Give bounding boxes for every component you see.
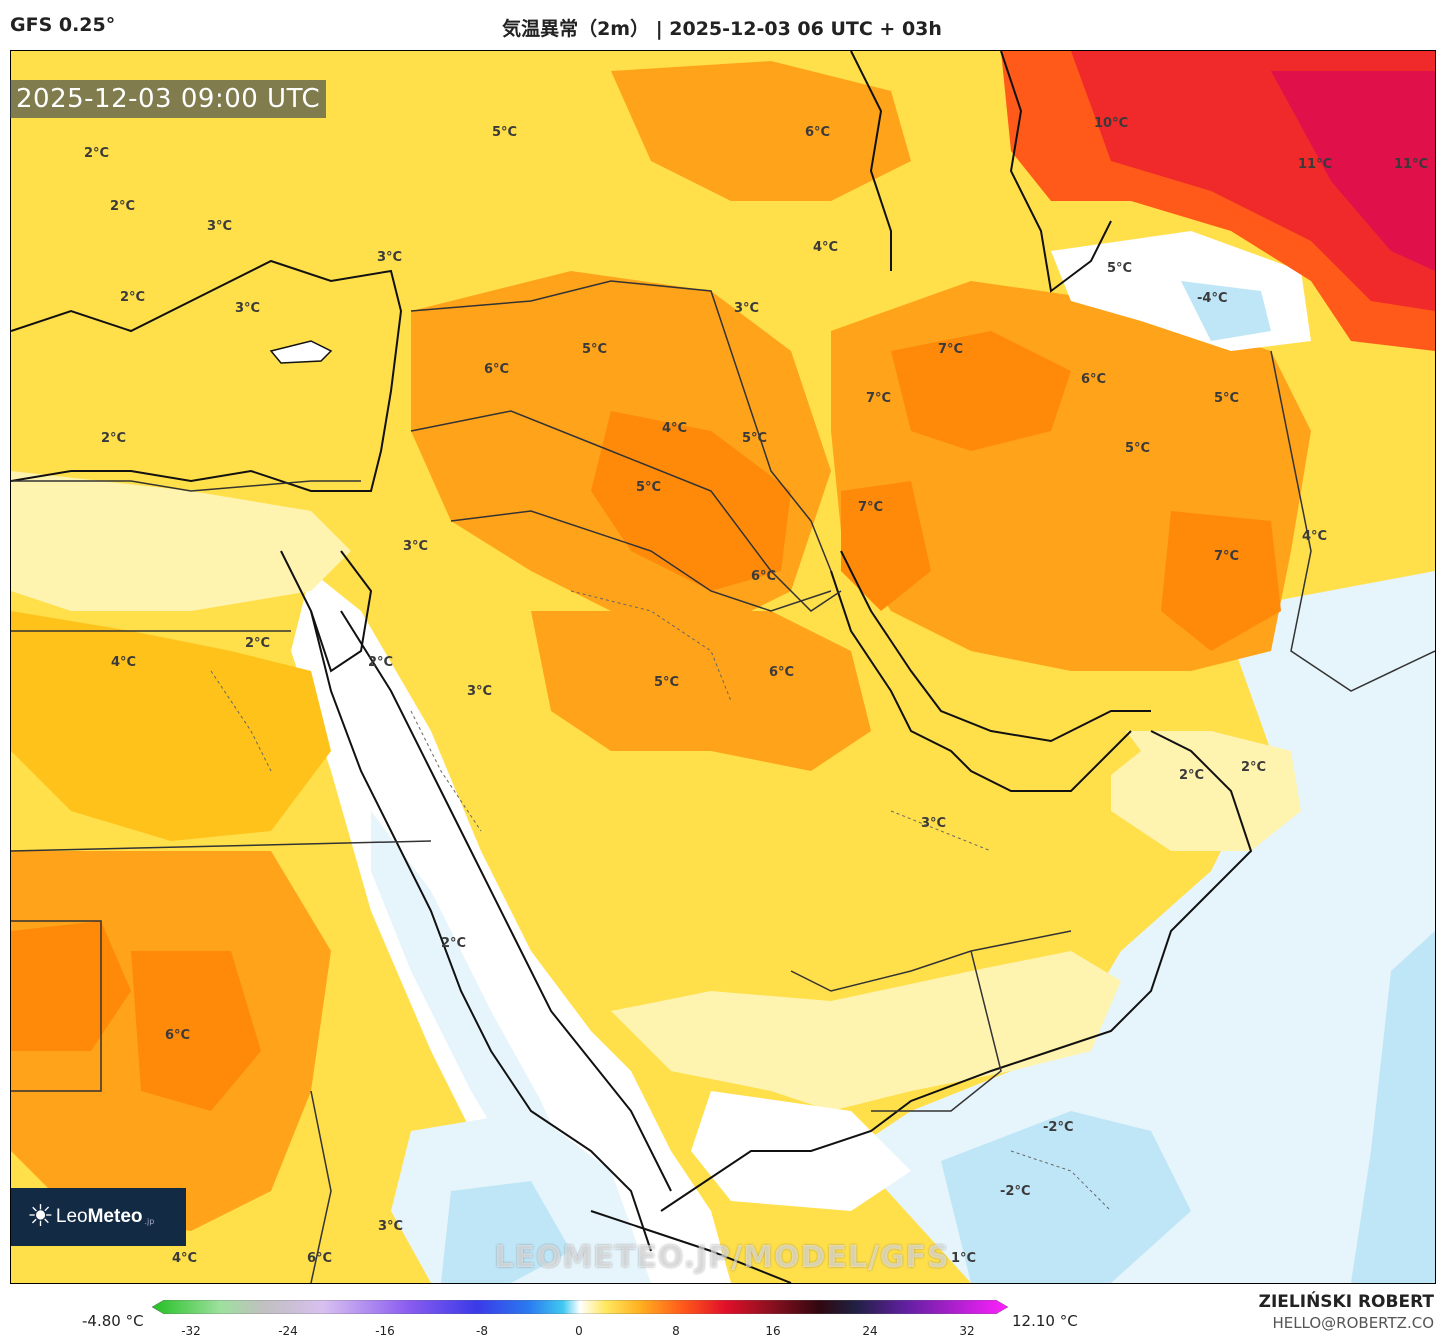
cold-sea-field <box>851 571 1435 1283</box>
author-email[interactable]: HELLO@ROBERTZ.CO <box>1272 1314 1434 1332</box>
cold-sea-ne <box>1341 571 1435 731</box>
cool-horn-core <box>441 1181 571 1283</box>
colorbar-tick: -24 <box>278 1324 298 1338</box>
anomaly-label: 3°C <box>235 301 261 316</box>
anomaly-label: 2°C <box>245 636 271 651</box>
sun-icon: ☀ <box>27 1199 54 1234</box>
country-borders <box>11 280 1435 1283</box>
anomaly-label: 6°C <box>1081 372 1107 387</box>
anomaly-label: 2°C <box>1179 768 1205 783</box>
anomaly-label: -2°C <box>1043 1120 1074 1135</box>
colorbar-tick: -8 <box>476 1324 488 1338</box>
anomaly-label: 6°C <box>484 362 510 377</box>
anomaly-label: 5°C <box>654 675 680 690</box>
pale-levant <box>11 471 351 611</box>
anomaly-label: 3°C <box>921 816 947 831</box>
cold-sea-core <box>941 1111 1191 1283</box>
colorbar <box>152 1300 1008 1314</box>
anomaly-map[interactable] <box>10 50 1436 1284</box>
anomaly-label: 5°C <box>742 431 768 446</box>
anomaly-label: 6°C <box>769 665 795 680</box>
cold-sea-east <box>1351 931 1435 1283</box>
hot-iran-north <box>891 331 1071 451</box>
anomaly-label: 5°C <box>1214 391 1240 406</box>
logo-suffix: .jp <box>144 1216 155 1226</box>
header: GFS 0.25° 気温異常（2m） | 2025-12-03 06 UTC +… <box>0 0 1444 50</box>
anomaly-label: 3°C <box>378 1219 404 1234</box>
leometeo-logo[interactable]: ☀ LeoMeteo .jp <box>11 1188 186 1246</box>
anomaly-label: 2°C <box>120 290 146 305</box>
anomaly-label: 11°C <box>1394 157 1429 172</box>
colorbar-tick: -16 <box>375 1324 395 1338</box>
colorbar-tick: -32 <box>181 1324 201 1338</box>
anomaly-label: 6°C <box>165 1028 191 1043</box>
neutral-band-red-sea <box>291 571 731 1283</box>
anomaly-label: 3°C <box>467 684 493 699</box>
anomaly-label: 7°C <box>1214 549 1240 564</box>
map-canvas <box>11 51 1435 1283</box>
valid-time-badge: 2025-12-03 09:00 UTC <box>10 80 327 118</box>
anomaly-label: 6°C <box>307 1251 333 1266</box>
anomaly-label: 5°C <box>1125 441 1151 456</box>
colorbar-tick: 32 <box>959 1324 975 1338</box>
anomaly-label: 2°C <box>84 146 110 161</box>
anomaly-label: 10°C <box>1094 116 1129 131</box>
colorbar-tick: 0 <box>575 1324 583 1338</box>
source-watermark: LEOMETEO.JP/MODEL/GFS <box>494 1240 950 1275</box>
logo-text: LeoMeteo <box>55 1206 143 1227</box>
colorbar-max-label: 12.10 °C <box>1012 1312 1078 1330</box>
anomaly-label: 5°C <box>492 125 518 140</box>
anomaly-label: 11°C <box>1298 157 1333 172</box>
model-name: GFS 0.25° <box>10 14 116 36</box>
anomaly-label: 4°C <box>1302 529 1328 544</box>
hot-iraq-core <box>591 411 791 591</box>
anomaly-label: 3°C <box>403 539 429 554</box>
anomaly-label: 3°C <box>734 301 760 316</box>
author-name: ZIELIŃSKI ROBERT <box>1258 1292 1434 1312</box>
anomaly-label: -4°C <box>1197 291 1228 306</box>
anomaly-label: 5°C <box>582 342 608 357</box>
anomaly-label: 4°C <box>662 421 688 436</box>
persian-gulf-field <box>841 591 1141 811</box>
anomaly-label: 4°C <box>172 1251 198 1266</box>
contour-lines <box>210 590 1112 1212</box>
colorbar-tick: 8 <box>672 1324 680 1338</box>
anomaly-label: 5°C <box>636 480 662 495</box>
anomaly-label: 7°C <box>938 342 964 357</box>
hot-iran-southeast <box>1161 511 1281 651</box>
warm-caucasus <box>611 61 911 201</box>
cold-caspian <box>1181 281 1271 341</box>
anomaly-label: 3°C <box>207 219 233 234</box>
anomaly-label: 2°C <box>1241 760 1267 775</box>
hot-zagros <box>841 481 931 611</box>
colorbar-min-label: -4.80 °C <box>82 1312 144 1330</box>
anomaly-label: 5°C <box>1107 261 1133 276</box>
anomaly-label: -2°C <box>1000 1184 1031 1199</box>
anomaly-label: 1°C <box>951 1251 977 1266</box>
anomaly-label: 6°C <box>805 125 831 140</box>
anomaly-label: 4°C <box>111 655 137 670</box>
anomaly-label: 2°C <box>101 431 127 446</box>
map-title: 気温異常（2m） | 2025-12-03 06 UTC + 03h <box>502 18 942 40</box>
anomaly-label: 2°C <box>441 936 467 951</box>
anomaly-label: 6°C <box>751 569 777 584</box>
colorbar-tick: 24 <box>862 1324 878 1338</box>
anomaly-label: 4°C <box>813 240 839 255</box>
hottest-central-asia <box>1271 71 1435 271</box>
anomaly-label: 3°C <box>377 250 403 265</box>
coastlines <box>11 51 1253 1283</box>
hot-sudan-core <box>131 951 261 1111</box>
anomaly-label: 2°C <box>110 199 136 214</box>
warm-egypt <box>11 611 331 841</box>
colorbar-tick: 16 <box>765 1324 781 1338</box>
pale-oman <box>1111 731 1301 851</box>
warm-central-arabia <box>531 611 871 771</box>
cyprus-island <box>269 340 333 364</box>
anomaly-label: 7°C <box>858 500 884 515</box>
anomaly-label: 7°C <box>866 391 892 406</box>
anomaly-label: 2°C <box>368 655 394 670</box>
